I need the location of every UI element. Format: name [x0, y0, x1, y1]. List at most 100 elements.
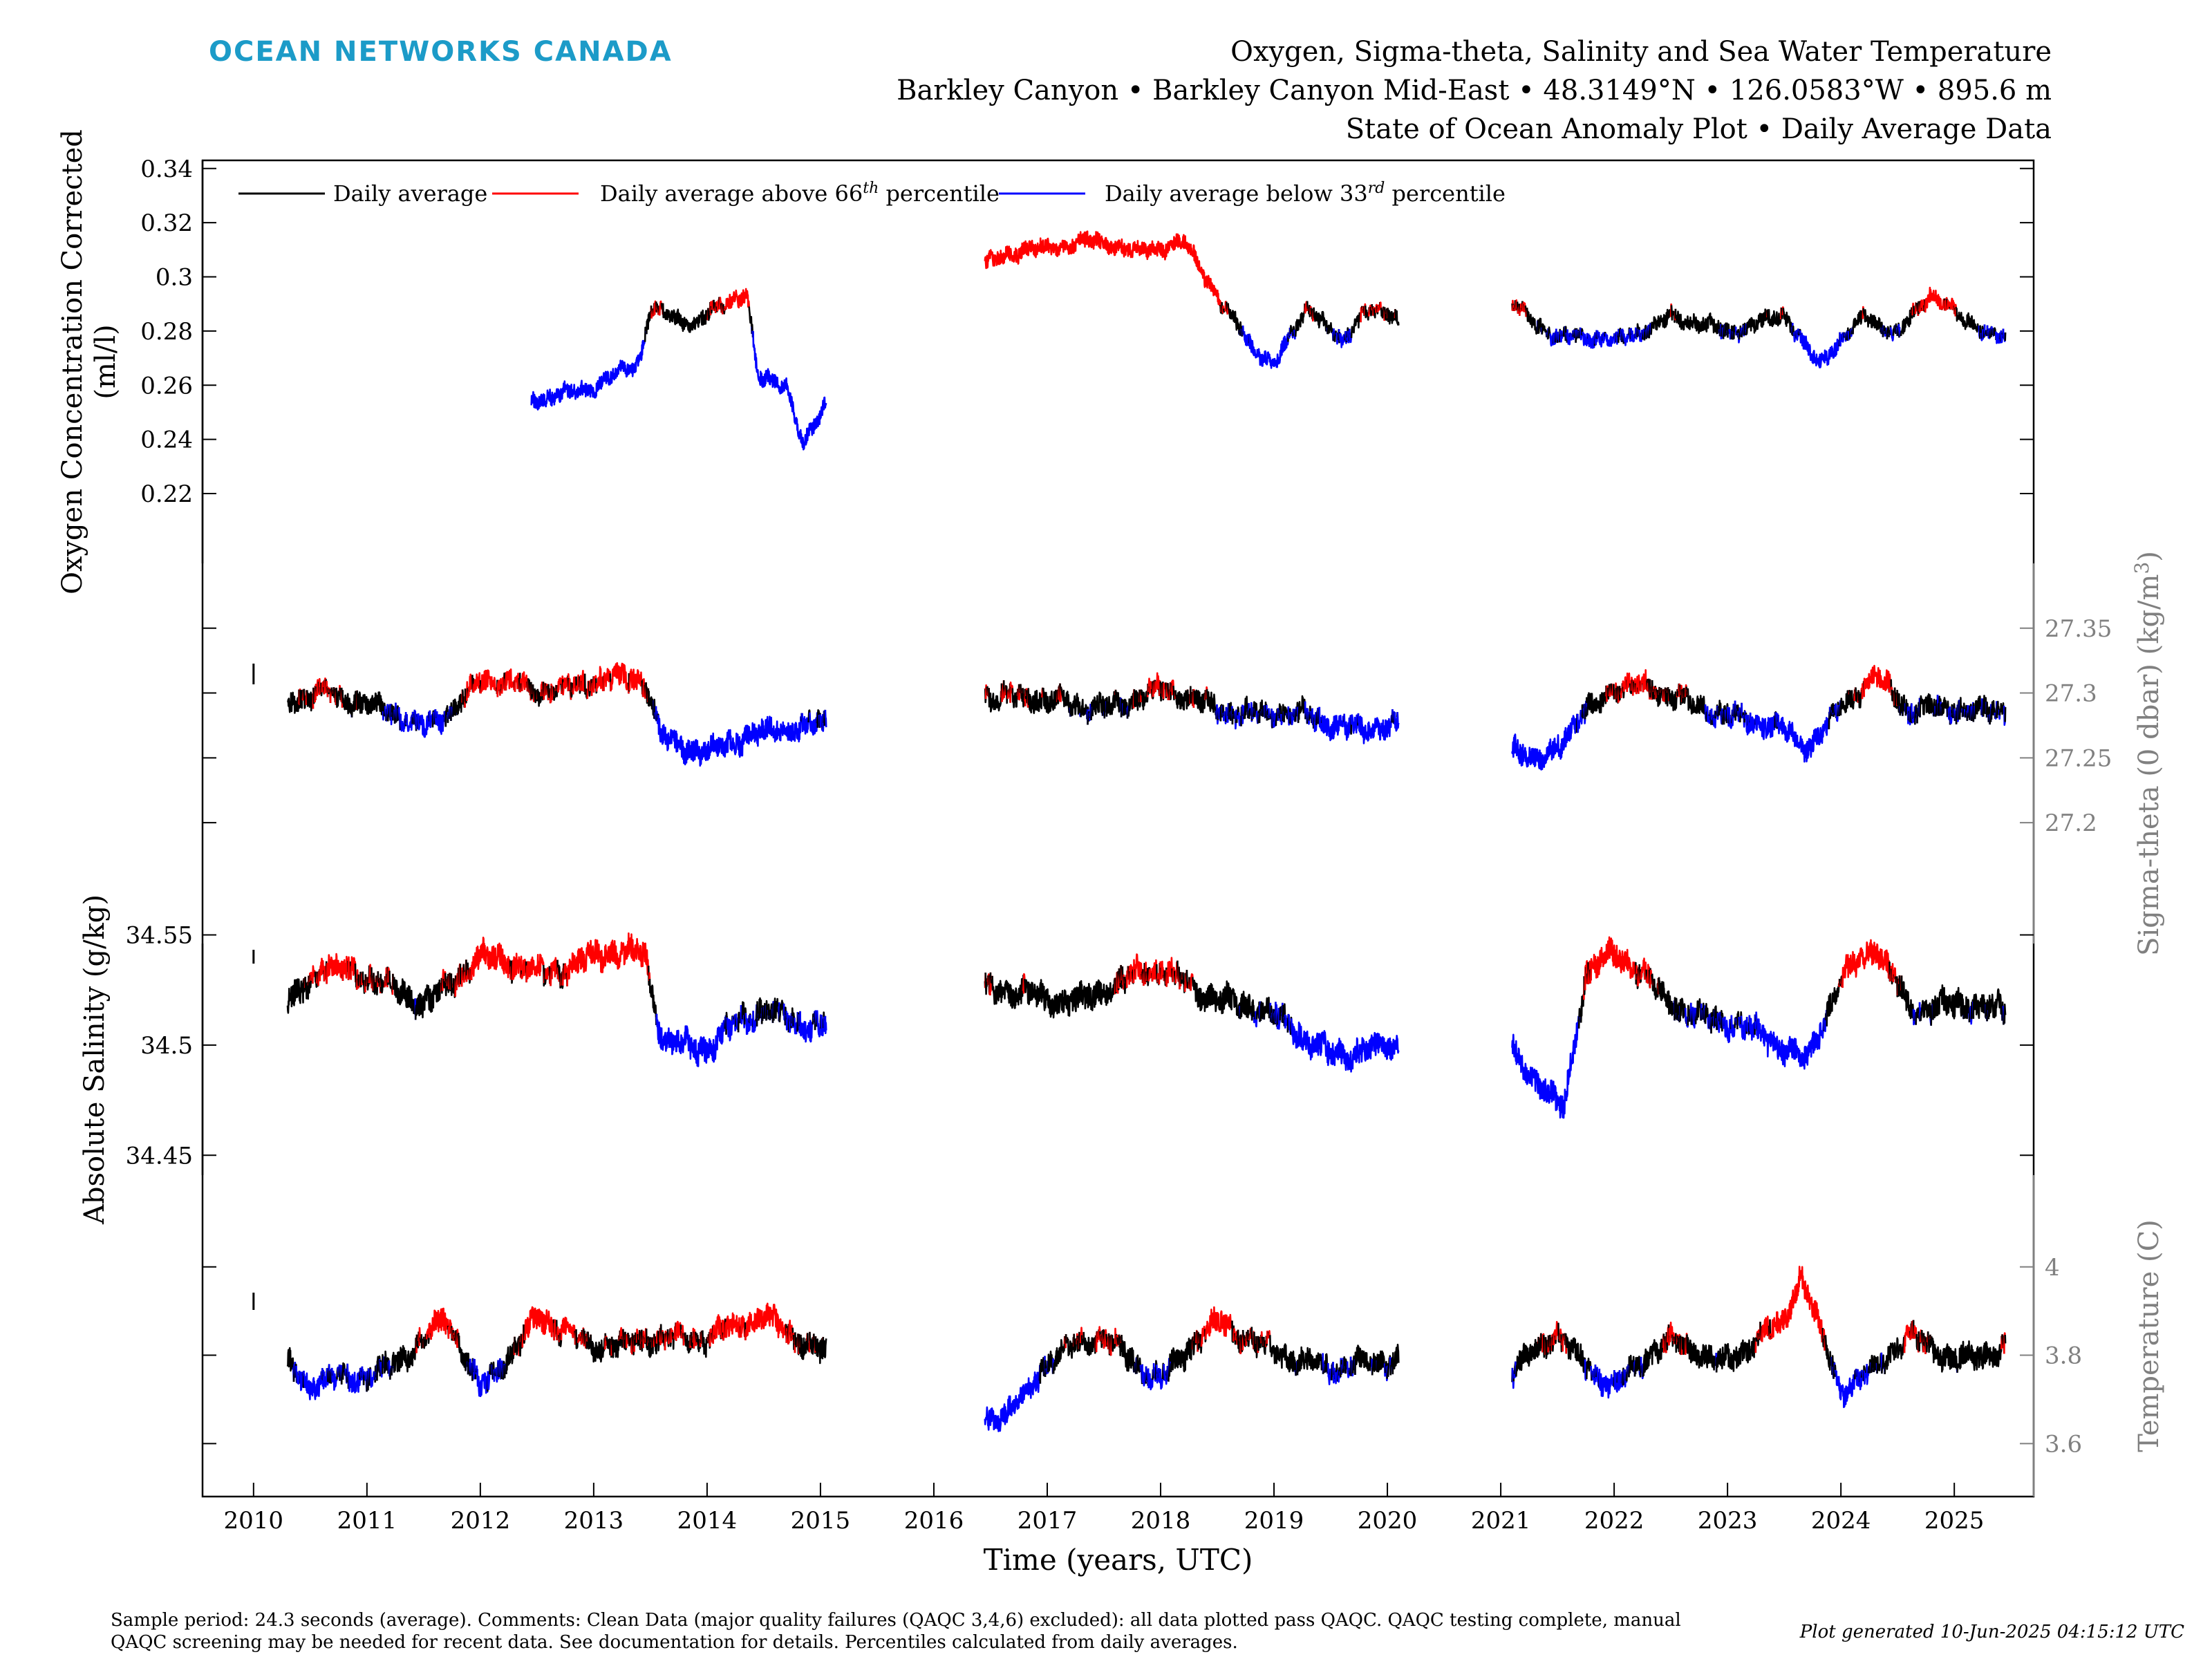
temperature-line-segment: [714, 1314, 722, 1340]
salinity-line-segment: [511, 953, 523, 980]
temperature-line-segment: [672, 1333, 675, 1350]
oxygen-line-segment: [1219, 304, 1222, 314]
sigma-theta-line-segment: [1626, 672, 1631, 693]
temperature-line-segment: [296, 1371, 300, 1385]
temperature-line-segment: [1269, 1335, 1296, 1373]
salinity-line-segment: [1963, 996, 1970, 1020]
salinity-line-segment: [1704, 1002, 1709, 1024]
temperature-line-segment: [1111, 1335, 1116, 1352]
sigma-theta-line-segment: [420, 714, 430, 738]
x-tick-label: 2014: [677, 1507, 738, 1535]
salinity-line-segment: [758, 997, 763, 1020]
sigma-theta-line-segment: [1687, 688, 1707, 715]
sigma-theta-line-segment: [1830, 704, 1833, 717]
salinity-line-segment: [1736, 1011, 1740, 1029]
salinity-line-segment: [1590, 936, 1637, 981]
sigma-theta-line-segment: [819, 714, 824, 731]
oxygen-line-segment: [1373, 308, 1376, 319]
temperature-line-segment: [1199, 1333, 1203, 1354]
salinity-line-segment: [1658, 977, 1676, 1016]
salinity-line-segment: [1259, 1001, 1265, 1021]
temperature-line-segment: [1334, 1370, 1338, 1385]
oxygen-line-segment: [1365, 306, 1370, 321]
sigma-theta-line-segment: [1103, 697, 1107, 719]
legend-entry: Daily average below 33rd percentile: [1105, 180, 1506, 207]
sigma-theta-line-segment: [400, 713, 407, 733]
sigma-theta-line-segment: [545, 683, 548, 695]
temperature-line-segment: [1324, 1353, 1329, 1373]
temperature-line-segment: [1761, 1315, 1770, 1342]
sigma-theta-line-segment: [350, 691, 358, 718]
oxygen-line-segment: [1886, 326, 1890, 339]
salinity-line-segment: [566, 932, 650, 986]
salinity-line-segment: [1712, 1009, 1715, 1020]
salinity-line-segment: [1898, 975, 1902, 997]
sigma-theta-line-segment: [1394, 712, 1398, 732]
temperature-line-segment: [560, 1316, 574, 1340]
oxygen-line-segment: [752, 331, 827, 451]
salinity-axis-label: Absolute Salinity (g/kg): [79, 894, 111, 1225]
sigma-theta-line-segment: [472, 672, 481, 693]
temperature-line-segment: [1104, 1329, 1107, 1347]
sigma-theta-line-segment: [554, 688, 557, 698]
sigma-theta-line-segment: [382, 711, 385, 721]
sigma-theta-line-segment: [1974, 695, 1983, 720]
temperature-line-segment: [1835, 1370, 1856, 1408]
salinity-line-segment: [816, 1010, 821, 1038]
sigma-theta-line-segment: [1651, 679, 1655, 700]
sigma-theta-line-segment: [536, 688, 542, 707]
sigma-theta-line-segment: [315, 684, 317, 700]
salinity-line-segment: [1146, 968, 1150, 986]
temperature-line-segment: [426, 1328, 429, 1340]
oxygen-line-segment: [1580, 327, 1583, 341]
plot-frame: [201, 159, 2035, 1498]
temperature-line-segment: [610, 1336, 620, 1358]
x-tick-label: 2016: [904, 1507, 964, 1535]
temperature-line-segment: [800, 1334, 808, 1360]
sigma-theta-line-segment: [341, 690, 353, 715]
temperature-line-segment: [1537, 1336, 1542, 1356]
chart-subtitle-location: Barkley Canyon • Barkley Canyon Mid-East…: [897, 75, 2052, 106]
salinity-line-segment: [1740, 1015, 1748, 1041]
salinity-line-segment: [286, 978, 305, 1014]
sigma-theta-line-segment: [550, 683, 553, 703]
sigma-theta-line-segment: [1577, 713, 1582, 733]
oxygen-line-segment: [1569, 332, 1573, 341]
salinity-line-segment: [1915, 1007, 1920, 1025]
sigma-theta-line-segment: [1755, 715, 1776, 740]
salinity-line-segment: [1920, 1000, 1931, 1022]
sigma-theta-line-segment: [1904, 699, 1909, 716]
sigma-theta-line-segment: [1149, 681, 1153, 694]
sigma-theta-line-segment: [1241, 704, 1244, 724]
sigma-theta-line-segment: [603, 668, 612, 691]
salinity-line-segment: [1730, 1015, 1736, 1038]
oxygen-line-segment: [748, 306, 753, 327]
temperature-line-segment: [702, 1330, 708, 1358]
temperature-line-segment: [2003, 1332, 2006, 1354]
temperature-line-segment: [341, 1362, 346, 1380]
chart-title: Oxygen, Sigma-theta, Salinity and Sea Wa…: [1230, 36, 2052, 68]
temperature-line-segment: [621, 1336, 624, 1348]
sigma-theta-line-segment: [306, 690, 315, 712]
sigma-theta-tick-label: 27.35: [2045, 615, 2112, 643]
oxygen-line-segment: [718, 297, 722, 310]
sigma-theta-line-segment: [988, 688, 1002, 713]
oxygen-line-segment: [1292, 326, 1295, 337]
salinity-line-segment: [1192, 977, 1241, 1019]
salinity-line-segment: [1134, 953, 1143, 980]
salinity-line-segment: [1253, 1017, 1256, 1024]
temperature-line-segment: [664, 1330, 667, 1351]
salinity-line-segment: [1841, 939, 1891, 988]
temperature-line-segment: [1384, 1360, 1388, 1374]
oxygen-tick-label: 0.26: [140, 372, 193, 400]
temperature-line-segment: [518, 1335, 522, 1357]
oxygen-line-segment: [1979, 325, 1983, 339]
temperature-line-segment: [505, 1342, 516, 1375]
salinity-line-segment: [799, 1011, 814, 1043]
sigma-theta-line-segment: [1250, 702, 1253, 722]
temperature-line-segment: [606, 1337, 612, 1358]
oxygen-line-segment: [1289, 325, 1293, 335]
temperature-tick-label: 3.8: [2045, 1342, 2082, 1370]
temperature-line-segment: [1565, 1335, 1585, 1372]
temperature-line-segment: [1079, 1327, 1083, 1344]
